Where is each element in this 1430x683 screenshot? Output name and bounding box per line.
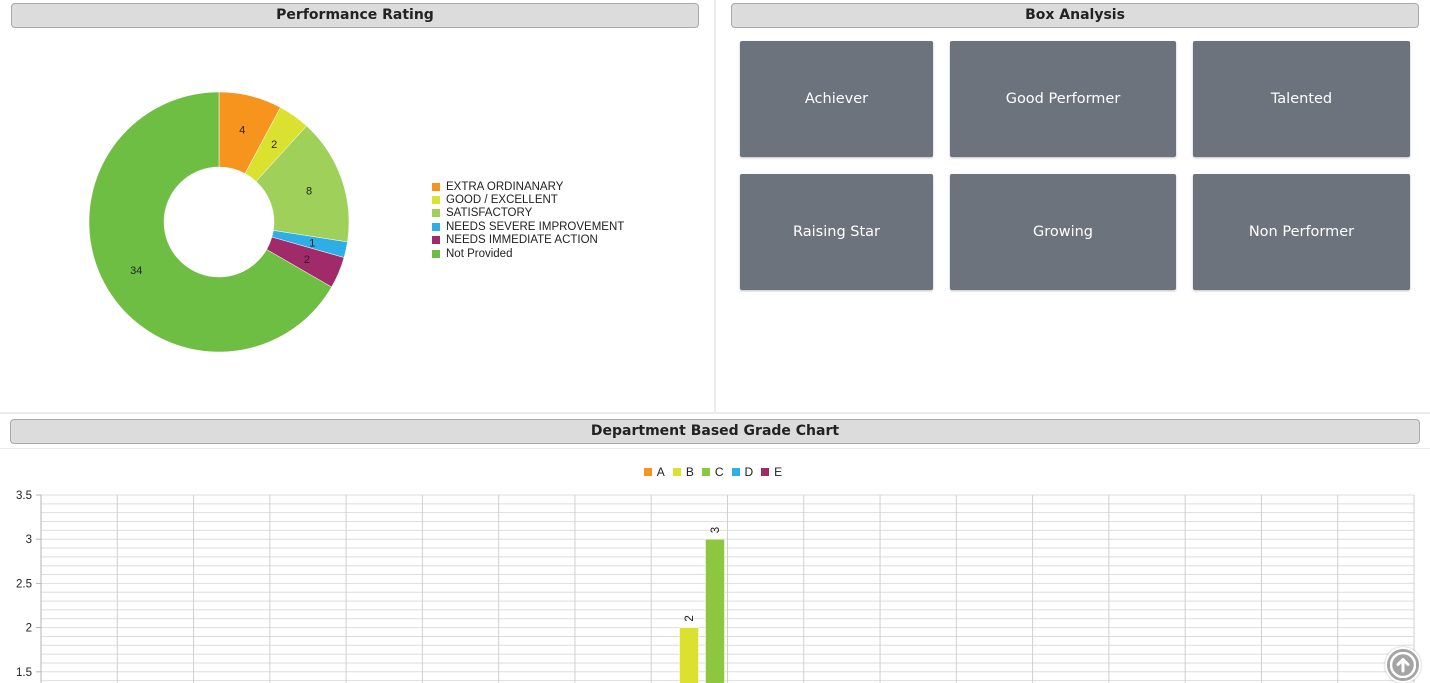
legend-label: NEEDS IMMEDIATE ACTION [446,234,598,247]
header-underline [0,448,1430,449]
box-tile-achiever[interactable]: Achiever [740,41,933,157]
legend-label: SATISFACTORY [446,207,533,220]
legend-swatch [761,468,770,476]
grade-legend-item-a[interactable]: A [643,465,665,479]
donut-slice-not-provided [88,91,332,353]
legend-swatch [432,222,440,231]
arrow-up-circle-icon [1390,652,1416,678]
legend-swatch [701,468,710,476]
y-tick-label: 1.5 [16,667,32,679]
grade-chart-legend: A B C D E [0,465,1430,479]
legend-label: Not Provided [446,247,513,260]
box-tile-growing[interactable]: Growing [950,174,1176,290]
donut-data-label: 4 [239,124,245,136]
legend-swatch [432,209,440,218]
legend-swatch [432,249,440,258]
grade-bar-b [679,627,699,683]
donut-data-label: 34 [130,265,142,277]
box-tile-raising-star[interactable]: Raising Star [740,174,933,290]
box-analysis-header: Box Analysis [731,3,1419,28]
grade-legend-item-c[interactable]: C [701,465,724,479]
scroll-to-top-button[interactable] [1385,647,1421,683]
legend-swatch [432,236,440,245]
box-tile-talented[interactable]: Talented [1193,41,1410,157]
grade-legend-item-e[interactable]: E [761,465,782,479]
donut-data-label: 2 [304,254,310,266]
legend-label: E [774,465,783,479]
donut-data-label: 2 [271,139,277,151]
grade-bar-c [705,538,725,683]
performance-rating-header: Performance Rating [11,3,699,28]
performance-donut-chart: 4 2 8 1 2 34 [88,91,350,353]
performance-legend: EXTRA ORDINANARY GOOD / EXCELLENT SATISFAC… [432,180,624,260]
legend-item-extra-ordinanary[interactable]: EXTRA ORDINANARY [432,180,624,193]
legend-item-needs-severe-improvement[interactable]: NEEDS SEVERE IMPROVEMENT [432,220,624,233]
legend-swatch [432,196,440,205]
legend-label: C [714,465,724,479]
legend-label: GOOD / EXCELLENT [446,194,558,207]
legend-swatch [672,468,681,476]
legend-item-good-excellent[interactable]: GOOD / EXCELLENT [432,193,624,206]
donut-slice-satisfactory [255,125,350,243]
bar-data-label: 2 [684,615,696,621]
y-tick-label: 3.5 [16,490,32,502]
legend-swatch [731,468,740,476]
legend-item-not-provided[interactable]: Not Provided [432,247,624,260]
legend-label: D [744,465,754,479]
horizontal-divider [0,412,1430,414]
legend-item-satisfactory[interactable]: SATISFACTORY [432,207,624,220]
y-tick-label: 3 [26,534,32,546]
department-grade-chart-header: Department Based Grade Chart [10,419,1420,444]
box-tile-non-performer[interactable]: Non Performer [1193,174,1410,290]
grade-bar-chart: 1.5 2 2.5 3 3.5 2 3 [16,490,1415,683]
legend-label: NEEDS SEVERE IMPROVEMENT [446,220,625,233]
bar-data-label: 3 [710,527,722,533]
legend-swatch [432,182,440,191]
legend-item-needs-immediate-action[interactable]: NEEDS IMMEDIATE ACTION [432,234,624,247]
donut-data-label: 1 [309,237,315,249]
grade-legend-item-b[interactable]: B [672,465,694,479]
y-tick-label: 2.5 [16,578,32,590]
y-tick-label: 2 [26,623,32,635]
legend-label: A [656,465,665,479]
vertical-divider [714,0,716,412]
box-tile-good-performer[interactable]: Good Performer [950,41,1176,157]
grade-legend-item-d[interactable]: D [731,465,754,479]
legend-label: B [685,465,694,479]
legend-label: EXTRA ORDINANARY [446,180,564,193]
donut-data-label: 8 [306,185,312,197]
legend-swatch [643,468,652,476]
